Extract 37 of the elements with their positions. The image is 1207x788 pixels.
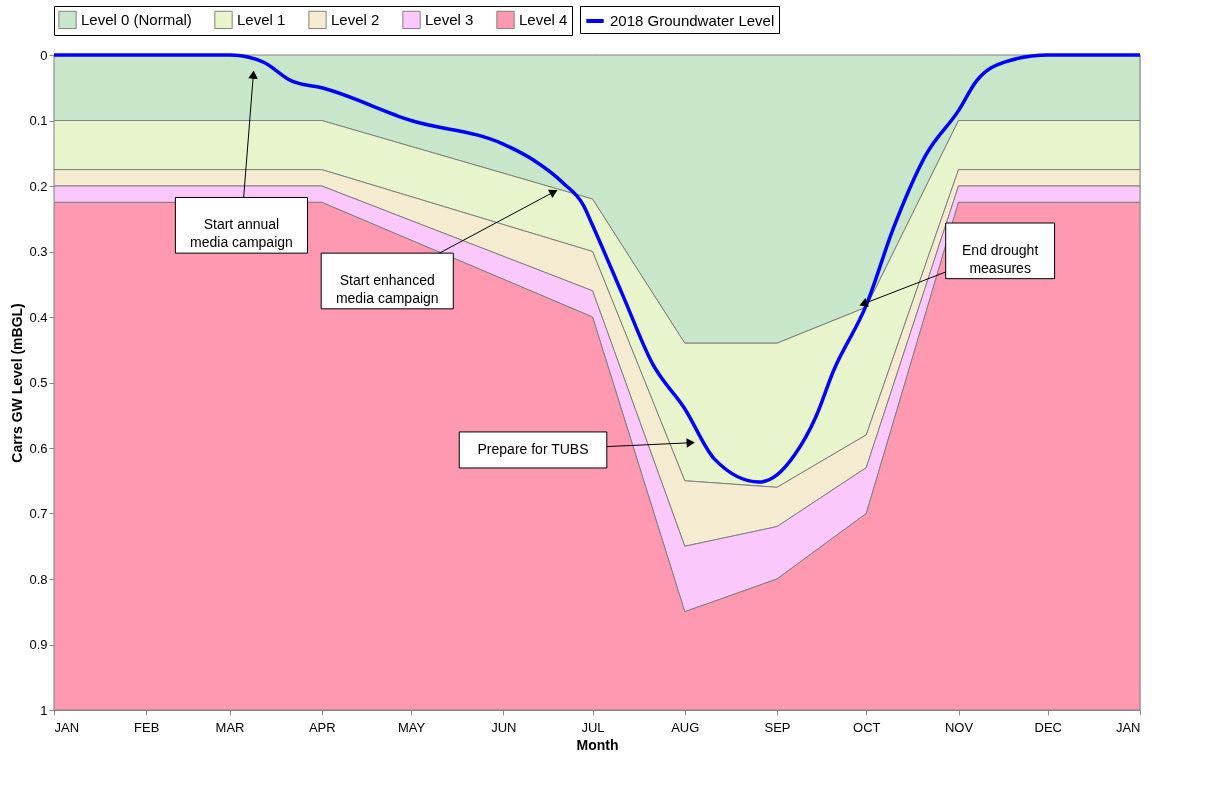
y-axis-title: Carrs GW Level (mBGL) xyxy=(9,303,26,463)
y-tick-label: 1 xyxy=(40,702,48,718)
x-tick-label: OCT xyxy=(853,719,881,735)
x-tick-label: AUG xyxy=(671,719,700,735)
x-axis-title: Month xyxy=(576,736,619,753)
y-tick-label: 0 xyxy=(40,47,48,63)
y-tick-label: 0.4 xyxy=(29,309,48,325)
legend-label: 2018 Groundwater Level xyxy=(610,12,775,29)
y-tick-label: 0.3 xyxy=(29,244,48,259)
x-tick-label: MAY xyxy=(397,719,426,735)
annotation: Start enhanced media campaign xyxy=(335,271,439,306)
x-tick-label: FEB xyxy=(134,719,160,735)
x-tick-label: JUL xyxy=(581,719,605,735)
legend-label: Level 0 (Normal) xyxy=(81,10,192,28)
annotation: Start annual media campaign xyxy=(190,216,293,251)
y-tick-label: 0.9 xyxy=(29,637,48,652)
x-tick-label: JAN xyxy=(1115,719,1141,735)
y-tick-label: 0.5 xyxy=(29,375,48,390)
annotation: End drought measures xyxy=(962,241,1039,276)
x-tick-label: MAR xyxy=(215,719,245,735)
x-tick-label: JUN xyxy=(491,719,517,735)
y-tick-label: 0.2 xyxy=(29,178,48,194)
x-tick-label: JAN xyxy=(54,719,80,735)
legend-label: Level 3 xyxy=(425,10,474,28)
y-tick-label: 0.1 xyxy=(29,113,48,128)
line-series xyxy=(52,53,1142,484)
x-tick-label: SEP xyxy=(764,719,791,735)
x-tick-label: DEC xyxy=(1034,719,1062,735)
y-tick-label: 0.8 xyxy=(29,571,48,587)
legend-label: Level 2 xyxy=(331,10,380,28)
y-tick-label: 0.7 xyxy=(29,506,48,521)
x-tick-label: NOV xyxy=(944,719,974,735)
legend-label: Level 4 xyxy=(519,10,568,28)
x-tick-label: APR xyxy=(308,719,336,735)
legend-label: Level 1 xyxy=(237,10,286,28)
y-tick-label: 0.6 xyxy=(29,440,48,456)
annotation: Prepare for TUBS xyxy=(477,440,589,457)
